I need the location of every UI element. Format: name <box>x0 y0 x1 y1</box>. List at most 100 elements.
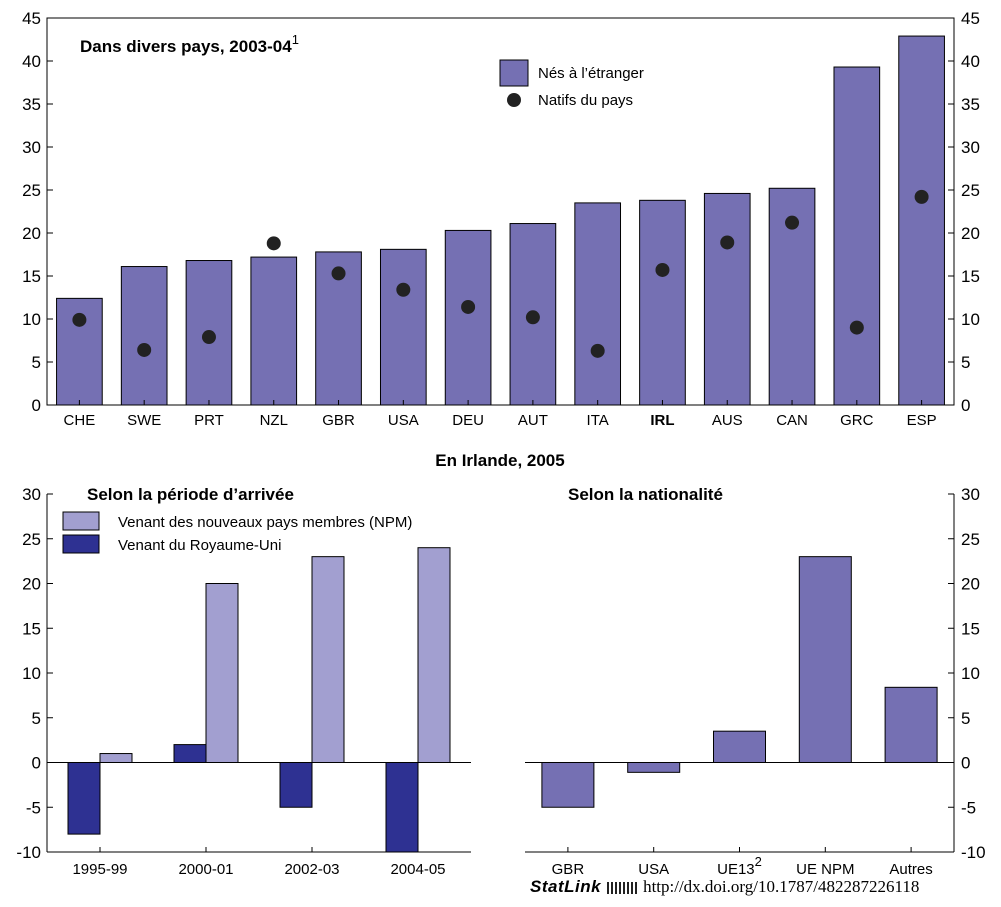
br-y-tick-label: -10 <box>961 843 986 862</box>
top-x-label-aut: AUT <box>518 412 548 429</box>
statlink-footer: StatLink http://dx.doi.org/10.1787/482287… <box>530 877 919 897</box>
marker-native-born-esp <box>914 189 929 204</box>
top-y-left-tick-label: 10 <box>22 310 41 329</box>
legend-label-native-born: Natifs du pays <box>538 92 633 109</box>
bottom-panel-header: En Irlande, 2005 <box>435 451 564 470</box>
br-x-label-ue-npm: UE NPM <box>796 861 854 878</box>
bar-foreign-born-aus <box>703 192 751 406</box>
bl-x-label-1995-99: 1995-99 <box>72 861 127 878</box>
br-y-tick-label: 15 <box>961 619 980 638</box>
top-x-label-usa: USA <box>388 412 419 429</box>
legend-label-foreign-born: Nés à l’étranger <box>538 65 644 82</box>
top-x-axis-labels: CHE SWE PRT NZL GBR USA DEU AUT ITA IRL AUS CAN GRC E… <box>64 400 937 429</box>
legend-marker-native-born <box>507 93 521 107</box>
top-y-right-tick-label: 5 <box>961 353 970 372</box>
top-x-label-nzl: NZL <box>260 412 288 429</box>
top-plot-frame <box>46 17 955 406</box>
bar-nationality-usa <box>627 762 681 773</box>
br-x-label-gbr: GBR <box>552 861 585 878</box>
marker-native-born-che <box>72 312 87 327</box>
legend-swatch-foreign-born <box>499 59 529 87</box>
bl-y-tick-label: -10 <box>16 843 41 862</box>
top-legend: Nés à l’étranger Natifs du pays <box>499 59 644 109</box>
br-y-tick-label: 20 <box>961 575 980 594</box>
top-y-axis-right: 0 5 10 15 20 25 30 35 40 45 <box>948 9 980 415</box>
bl-chart-title: Selon la période d’arrivée <box>87 485 294 504</box>
top-x-label-esp: ESP <box>907 412 937 429</box>
br-y-tick-label: 5 <box>961 709 970 728</box>
bl-y-tick-label: 15 <box>22 619 41 638</box>
br-y-tick-label: -5 <box>961 798 976 817</box>
bar-npm-1995-99 <box>99 753 133 763</box>
bar-foreign-born-nzl <box>250 256 298 406</box>
br-y-tick-label: 10 <box>961 664 980 683</box>
bar-foreign-born-swe <box>120 266 168 406</box>
bl-y-tick-label: 25 <box>22 530 41 549</box>
bar-foreign-born-deu <box>444 229 492 406</box>
marker-native-born-irl <box>655 262 670 277</box>
legend-label-uk: Venant du Royaume-Uni <box>118 537 281 554</box>
bar-foreign-born-grc <box>833 66 881 406</box>
top-y-right-tick-label: 35 <box>961 95 980 114</box>
br-x-label-usa: USA <box>638 861 669 878</box>
top-x-label-aus: AUS <box>712 412 743 429</box>
bar-npm-2002-03 <box>311 556 345 764</box>
top-x-label-che: CHE <box>64 412 96 429</box>
top-markers <box>72 189 929 358</box>
top-y-right-tick-label: 15 <box>961 267 980 286</box>
bl-y-tick-label: -5 <box>26 798 41 817</box>
marker-native-born-gbr <box>331 266 346 281</box>
top-y-left-tick-label: 20 <box>22 224 41 243</box>
bar-nationality-ue-npm <box>798 556 852 764</box>
br-bars <box>541 556 938 808</box>
bar-foreign-born-esp <box>898 35 945 406</box>
top-y-left-tick-label: 40 <box>22 52 41 71</box>
br-y-tick-label: 30 <box>961 485 980 504</box>
top-y-left-tick-label: 5 <box>32 353 41 372</box>
bl-y-axis: -10 -5 0 5 10 15 20 25 30 <box>16 485 53 862</box>
bar-nationality-ue13 <box>713 730 766 763</box>
top-y-right-tick-label: 10 <box>961 310 980 329</box>
marker-native-born-deu <box>461 299 476 314</box>
marker-native-born-ita <box>590 343 605 358</box>
bl-legend: Venant des nouveaux pays membres (NPM) V… <box>62 511 412 554</box>
top-y-right-tick-label: 40 <box>961 52 980 71</box>
top-x-label-swe: SWE <box>127 412 161 429</box>
br-y-tick-label: 25 <box>961 530 980 549</box>
top-y-left-tick-label: 0 <box>32 396 41 415</box>
marker-native-born-usa <box>396 282 411 297</box>
statlink-label: StatLink <box>530 877 602 896</box>
bl-y-tick-label: 0 <box>32 754 41 773</box>
bar-nationality-gbr <box>541 762 595 808</box>
top-chart-title: Dans divers pays, 2003-041 <box>80 32 299 56</box>
bar-uk-2002-03 <box>279 762 313 808</box>
bar-npm-2000-01 <box>205 583 239 763</box>
top-x-label-gbr: GBR <box>322 412 355 429</box>
top-y-left-tick-label: 15 <box>22 267 41 286</box>
bl-y-tick-label: 10 <box>22 664 41 683</box>
top-y-right-tick-label: 20 <box>961 224 980 243</box>
chart-by-nationality: -10 -5 0 5 10 15 20 25 30 GBR USA UE132 UE NPM Autre… <box>525 485 986 878</box>
legend-label-npm: Venant des nouveaux pays membres (NPM) <box>118 514 412 531</box>
bl-x-label-2004-05: 2004-05 <box>390 861 445 878</box>
chart-top-foreign-vs-native: 0 5 10 15 20 25 30 35 40 45 0 5 10 15 20 25 30 35 40 45 CH… <box>22 9 980 429</box>
bar-uk-2000-01 <box>173 744 207 763</box>
top-y-right-tick-label: 0 <box>961 396 970 415</box>
bl-y-tick-label: 20 <box>22 575 41 594</box>
top-y-left-tick-label: 45 <box>22 9 41 28</box>
top-x-label-deu: DEU <box>452 412 484 429</box>
bar-uk-1995-99 <box>67 762 101 835</box>
marker-native-born-grc <box>849 320 864 335</box>
bl-x-axis-labels: 1995-99 2000-01 2002-03 2004-05 <box>72 847 446 878</box>
marker-native-born-aut <box>525 310 540 325</box>
top-bars <box>56 35 945 406</box>
statlink-url[interactable]: http://dx.doi.org/10.1787/482287226118 <box>643 877 920 896</box>
legend-swatch-uk <box>62 534 100 554</box>
bar-foreign-born-irl <box>639 199 686 406</box>
top-y-left-tick-label: 25 <box>22 181 41 200</box>
bar-foreign-born-usa <box>379 248 427 406</box>
br-y-axis: -10 -5 0 5 10 15 20 25 30 <box>948 485 986 862</box>
top-x-label-irl: IRL <box>650 412 674 429</box>
bl-y-tick-label: 30 <box>22 485 41 504</box>
